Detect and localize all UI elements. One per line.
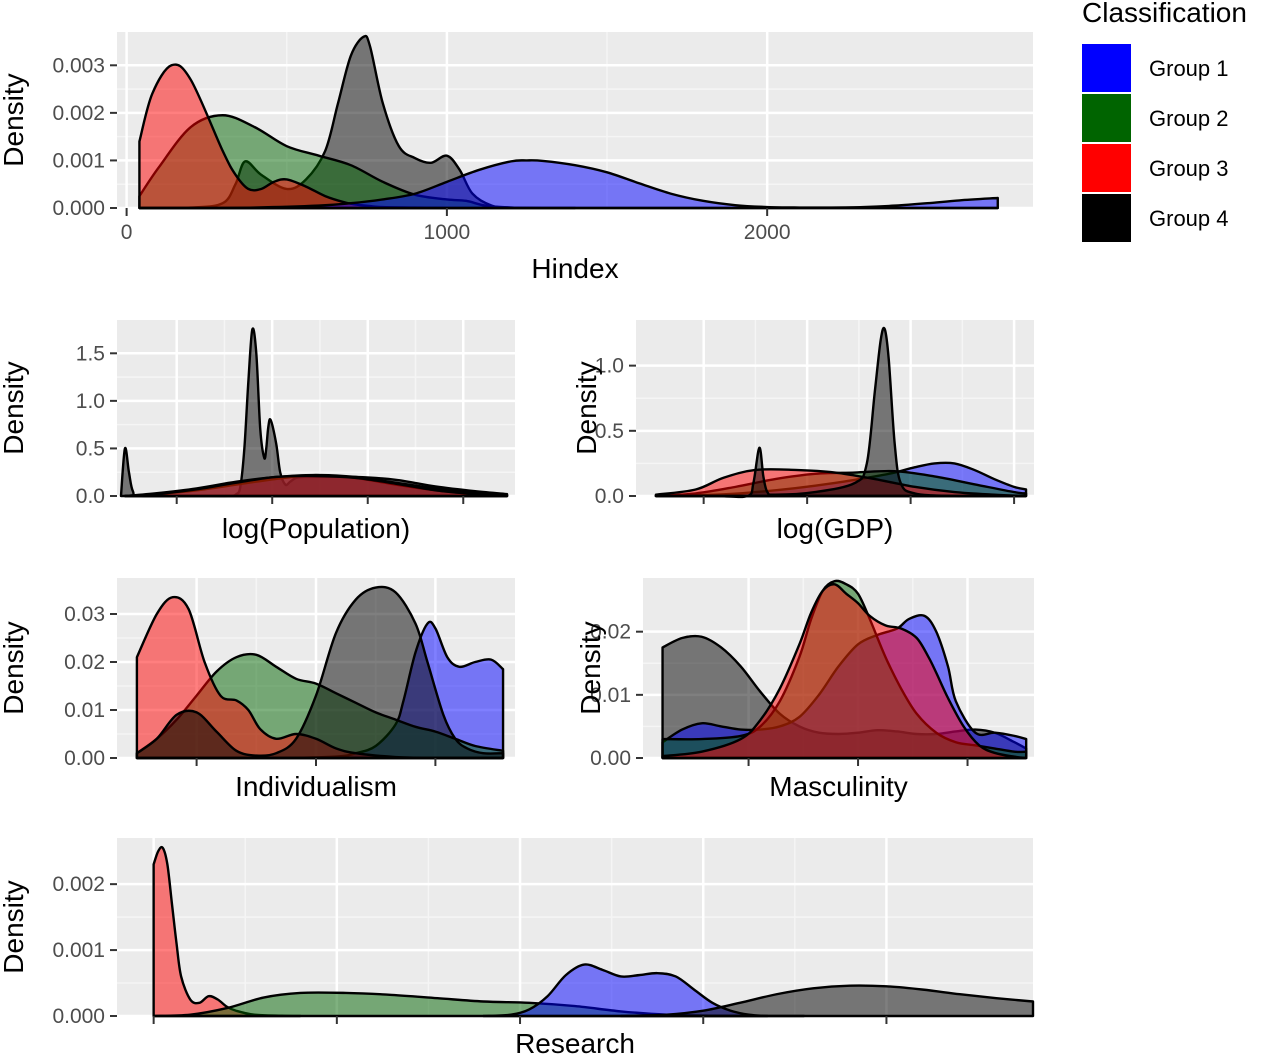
panel-research: 0.000 0.001 0.002 Research Density	[0, 838, 1035, 1057]
density-area-group-2	[153, 992, 804, 1017]
legend-label-group-3: Group 3	[1149, 156, 1229, 181]
legend-label-group-2: Group 2	[1149, 106, 1229, 131]
legend-title: Classification	[1082, 0, 1247, 28]
y-tick-label: 1.5	[76, 342, 105, 365]
y-axis-title: Density	[575, 621, 606, 714]
density-area-group-4	[620, 985, 1033, 1016]
x-tick-label: 0	[121, 221, 133, 244]
density-area-group-3	[662, 584, 1027, 758]
density-outline-group-3	[123, 474, 509, 498]
y-tick-label: 0.00	[590, 747, 631, 770]
panel-log-population: 0.0 0.5 1.0 1.5 log(Population) Density	[0, 320, 515, 544]
density-outline-group-4	[619, 984, 1035, 1018]
legend-label-group-4: Group 4	[1149, 206, 1229, 231]
panel-individualism: 0.00 0.01 0.02 0.03 Individualism Density	[0, 578, 515, 802]
density-area-group-3	[136, 597, 504, 759]
y-tick-label: 0.001	[52, 939, 105, 962]
density-outline-group-3	[661, 583, 1028, 760]
y-axis-title: Density	[0, 880, 29, 973]
y-tick-label: 0.0	[595, 485, 624, 508]
x-axis-title: log(GDP)	[777, 513, 894, 544]
panel-log-gdp: 0.0 0.5 1.0 log(GDP) Density	[571, 320, 1034, 544]
y-tick-label: 1.0	[76, 390, 105, 413]
y-tick-label: 0.000	[52, 197, 105, 220]
y-tick-label: 0.5	[595, 420, 624, 443]
x-tick-label: 1000	[424, 221, 471, 244]
x-axis-title: Masculinity	[769, 771, 907, 802]
y-tick-label: 0.001	[52, 149, 105, 172]
y-tick-label: 0.0	[76, 485, 105, 508]
legend: Classification Group 1 Group 2 Group 3 G…	[1082, 0, 1247, 242]
y-tick-label: 0.03	[64, 603, 105, 626]
density-area-group-1	[483, 964, 768, 1016]
y-axis-title: Density	[0, 621, 29, 714]
y-tick-label: 0.000	[52, 1005, 105, 1028]
density-area-group-3	[153, 847, 301, 1016]
legend-swatch-group-2	[1082, 94, 1131, 142]
y-tick-label: 1.0	[595, 355, 624, 378]
density-outline-group-4	[135, 585, 505, 760]
density-area-group-3	[124, 475, 508, 496]
density-area-group-3	[655, 469, 1027, 496]
y-tick-label: 0.00	[64, 747, 105, 770]
legend-swatch-group-4	[1082, 194, 1131, 242]
panel-hindex: 0.000 0.001 0.002 0.003 0 1000 2000 Hindex Densi…	[0, 32, 1033, 284]
x-tick-label: 2000	[744, 221, 791, 244]
density-outline-group-1	[138, 159, 999, 210]
x-axis-title: Hindex	[531, 253, 618, 284]
x-axis-title: Research	[515, 1028, 635, 1057]
density-area-group-1	[139, 160, 998, 209]
legend-swatch-group-3	[1082, 144, 1131, 192]
y-tick-label: 0.5	[76, 437, 105, 460]
density-outline-group-4	[654, 326, 1028, 499]
legend-label-group-1: Group 1	[1149, 56, 1229, 81]
x-axis-title: Individualism	[235, 771, 397, 802]
y-axis-title: Density	[0, 361, 29, 454]
density-area-group-4	[136, 586, 504, 758]
y-tick-label: 0.002	[52, 873, 105, 896]
density-outline-group-3	[654, 468, 1028, 498]
density-area-group-4	[139, 36, 998, 209]
y-axis-title: Density	[571, 361, 602, 454]
density-area-group-2	[139, 115, 576, 208]
y-tick-label: 0.02	[590, 621, 631, 644]
y-tick-label: 0.002	[52, 102, 105, 125]
y-tick-label: 0.02	[64, 651, 105, 674]
density-area-group-3	[139, 64, 447, 208]
y-tick-label: 0.01	[590, 684, 631, 707]
panel-masculinity: 0.00 0.01 0.02 Masculinity Density	[575, 578, 1034, 802]
y-tick-label: 0.01	[64, 699, 105, 722]
plot-background	[117, 320, 515, 496]
y-tick-label: 0.003	[52, 54, 105, 77]
x-axis-title: log(Population)	[222, 513, 410, 544]
y-axis-title: Density	[0, 73, 29, 166]
legend-swatch-group-1	[1082, 44, 1131, 92]
